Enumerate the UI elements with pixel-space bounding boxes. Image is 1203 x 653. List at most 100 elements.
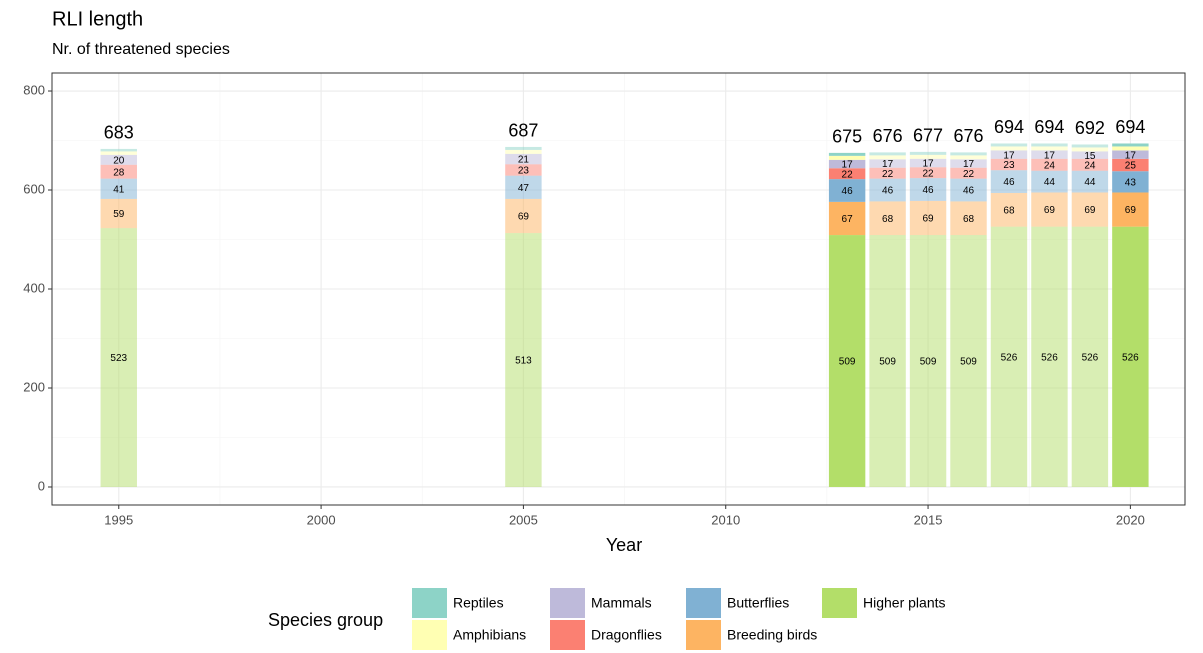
data-label: 15 xyxy=(1084,151,1096,162)
data-label: 46 xyxy=(1003,177,1015,188)
data-label: 24 xyxy=(1044,160,1056,171)
data-label: 67 xyxy=(842,214,854,225)
bar-segment xyxy=(1031,170,1068,193)
bar-segment xyxy=(990,192,1028,227)
bar-segment xyxy=(828,152,866,156)
data-label: 69 xyxy=(1044,205,1056,216)
data-label: 17 xyxy=(882,159,894,170)
x-tick-label: 2010 xyxy=(711,512,740,527)
bar-segment xyxy=(1071,226,1109,487)
data-label: 25 xyxy=(1125,161,1137,172)
bar-segment xyxy=(505,233,542,487)
bar-segment xyxy=(828,168,866,180)
bar-segment xyxy=(1071,170,1109,193)
data-label: 17 xyxy=(842,160,854,171)
bar-segment xyxy=(1112,146,1149,151)
bar-segment xyxy=(1031,158,1068,171)
total-label: 692 xyxy=(1075,118,1105,138)
data-label: 526 xyxy=(1082,352,1099,363)
data-label: 24 xyxy=(1084,160,1096,171)
bar-segment xyxy=(1112,192,1149,227)
bar-segment xyxy=(1112,226,1149,487)
bar-segment xyxy=(990,150,1028,159)
bar-segment xyxy=(100,228,137,487)
data-label: 523 xyxy=(110,353,127,364)
data-label: 69 xyxy=(1125,205,1137,216)
bar-segment xyxy=(909,158,947,168)
data-label: 47 xyxy=(518,183,530,194)
data-label: 526 xyxy=(1001,352,1018,363)
legend-label: Amphibians xyxy=(453,627,526,643)
legend-label: Higher plants xyxy=(863,595,946,611)
data-label: 59 xyxy=(113,209,125,220)
bar-segment xyxy=(869,201,906,236)
bar-segment xyxy=(1112,150,1149,159)
bar-segment xyxy=(828,201,866,236)
total-label: 694 xyxy=(994,117,1024,137)
y-tick-label: 800 xyxy=(23,82,45,97)
data-label: 22 xyxy=(842,169,854,180)
bar-segment xyxy=(828,179,866,202)
bar-segment xyxy=(505,175,542,199)
bar-segment xyxy=(100,154,137,165)
x-tick-label: 1995 xyxy=(104,512,133,527)
bar-segment xyxy=(990,170,1028,193)
bar-segment xyxy=(1031,192,1068,227)
data-label: 28 xyxy=(113,167,125,178)
legend-label: Butterflies xyxy=(727,595,789,611)
x-tick-label: 2020 xyxy=(1116,512,1145,527)
bar-segment xyxy=(100,164,137,179)
data-label: 23 xyxy=(518,166,530,177)
bar-segment xyxy=(950,201,987,236)
bar-segment xyxy=(505,153,542,165)
x-tick-label: 2005 xyxy=(509,512,538,527)
data-label: 22 xyxy=(922,168,934,179)
bar-segment xyxy=(1112,158,1149,172)
data-label: 509 xyxy=(960,357,977,368)
data-label: 46 xyxy=(922,185,934,196)
data-label: 46 xyxy=(882,186,894,197)
bar-segment xyxy=(100,198,137,229)
data-label: 69 xyxy=(922,214,934,225)
bar-segment xyxy=(990,226,1028,487)
x-tick-label: 2015 xyxy=(914,512,943,527)
data-label: 68 xyxy=(882,214,894,225)
bar-segment xyxy=(869,235,906,487)
data-label: 22 xyxy=(963,169,975,180)
bar-segment xyxy=(909,167,947,179)
data-label: 68 xyxy=(963,214,975,225)
legend-key xyxy=(550,620,585,650)
total-label: 694 xyxy=(1115,117,1145,137)
chart-title: RLI length xyxy=(52,8,143,30)
total-label: 676 xyxy=(953,126,983,146)
total-label: 676 xyxy=(873,126,903,146)
panel-border xyxy=(51,72,1186,506)
legend-label: Reptiles xyxy=(453,595,504,611)
bar-segment xyxy=(505,149,542,154)
bar-segment xyxy=(950,152,987,156)
data-label: 509 xyxy=(879,357,896,368)
legend-key xyxy=(550,588,585,618)
bar-segment xyxy=(828,155,866,160)
data-label: 41 xyxy=(113,184,125,195)
bar-segment xyxy=(950,235,987,487)
data-label: 17 xyxy=(963,159,975,170)
bar-segment xyxy=(100,148,137,152)
bar-segment xyxy=(100,178,137,199)
data-label: 43 xyxy=(1125,177,1137,188)
data-label: 513 xyxy=(515,356,532,367)
bar-segment xyxy=(1112,143,1149,147)
x-axis-label: Year xyxy=(606,535,642,555)
data-label: 526 xyxy=(1122,352,1139,363)
bar-segment xyxy=(950,178,987,202)
legend-key xyxy=(412,620,447,650)
bar-segment xyxy=(909,151,947,155)
data-label: 23 xyxy=(1003,160,1015,171)
y-tick-label: 0 xyxy=(38,478,45,493)
data-label: 17 xyxy=(1044,150,1056,161)
bar-segment xyxy=(909,200,947,236)
bar-segment xyxy=(505,146,542,150)
bar-segment xyxy=(1031,146,1068,151)
bar-segment xyxy=(828,159,866,169)
